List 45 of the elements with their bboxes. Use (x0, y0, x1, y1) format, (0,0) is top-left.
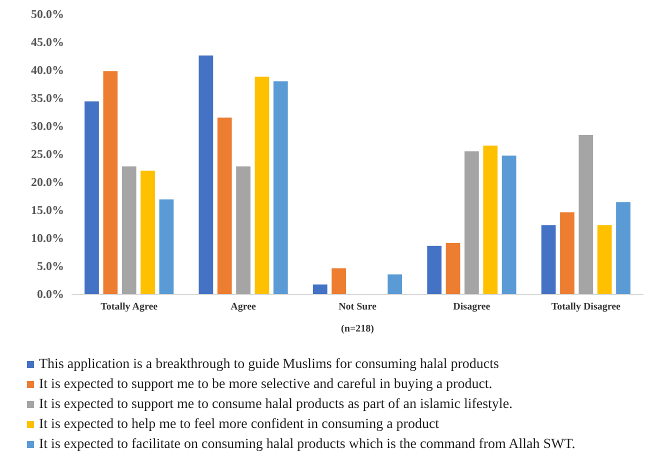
y-tick-label: 30.0% (31, 119, 64, 133)
legend-label: It is expected to help me to feel more confident in consuming a product (39, 417, 440, 432)
legend-label: It is expected to facilitate on consuming halal products which is the command from Allah SWT. (39, 437, 576, 452)
x-tick-label: Totally Disagree (551, 302, 622, 312)
legend-label: It is expected to support me to be more selective and careful in buying a product. (39, 377, 492, 392)
x-axis-title: (n=218) (341, 324, 374, 334)
legend-label: This application is a breakthrough to guide Muslims for consuming halal products (39, 357, 499, 372)
y-tick-label: 40.0% (31, 63, 64, 77)
x-tick-label: Totally Agree (100, 302, 158, 312)
bar (616, 202, 630, 294)
bar (217, 118, 232, 294)
bar (502, 156, 516, 294)
bar (159, 199, 174, 294)
bar (446, 243, 460, 294)
bar (273, 81, 288, 294)
bar (464, 151, 479, 294)
bar (312, 284, 328, 294)
bar (597, 225, 612, 294)
y-tick-label: 0.0% (37, 287, 64, 301)
bar (332, 268, 346, 294)
bar (388, 274, 402, 294)
bar (103, 71, 118, 294)
x-tick-label: Not Sure (338, 302, 377, 312)
y-tick-label: 50.0% (31, 7, 64, 21)
y-tick-label: 35.0% (31, 91, 64, 105)
y-tick-label: 5.0% (37, 259, 64, 273)
bar (254, 76, 270, 294)
x-tick-label: Agree (230, 302, 257, 312)
bar (541, 225, 556, 294)
y-tick-label: 15.0% (31, 203, 64, 217)
bar (140, 170, 155, 294)
bar (427, 246, 442, 294)
y-tick-label: 10.0% (31, 231, 64, 245)
bar (560, 212, 574, 294)
y-tick-label: 25.0% (31, 147, 64, 161)
bar (236, 166, 250, 294)
bar (198, 55, 214, 294)
legend-label: It is expected to support me to consume halal products as part of an islamic lifestyle. (39, 397, 513, 412)
y-tick-label: 45.0% (31, 35, 64, 49)
bar (483, 146, 498, 294)
x-tick-label: Disagree (453, 302, 491, 312)
bar (122, 166, 136, 294)
y-tick-label: 20.0% (31, 175, 64, 189)
bar (578, 134, 594, 294)
bar (84, 101, 99, 294)
